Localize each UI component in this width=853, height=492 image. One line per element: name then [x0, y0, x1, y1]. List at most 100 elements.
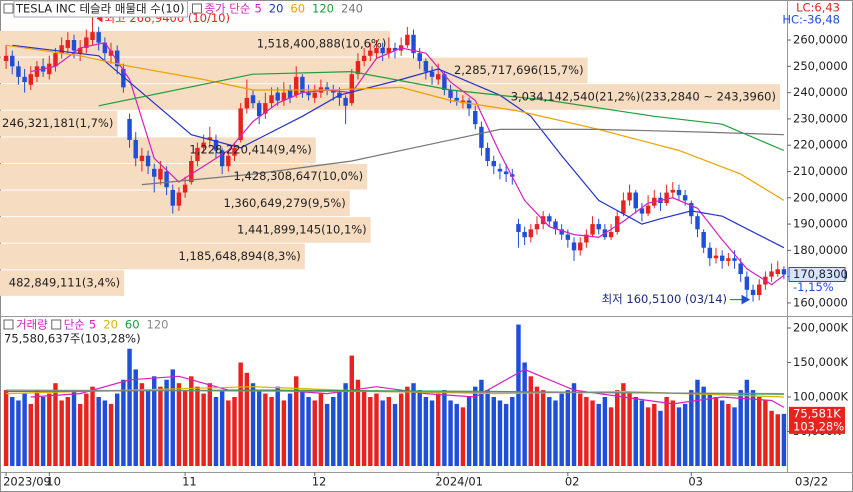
x-tick-label: 02 — [565, 475, 580, 489]
volume-bar — [213, 397, 219, 466]
candle-body — [250, 95, 256, 104]
candle-body — [139, 155, 145, 161]
x-tick-label: 10 — [46, 475, 61, 489]
volume-bar — [84, 393, 89, 466]
volume-bar — [652, 403, 657, 466]
candle-body — [497, 168, 503, 172]
candle-body — [744, 276, 750, 290]
volume-bar — [343, 383, 348, 466]
hc-label: HC:-36,48 — [782, 13, 840, 27]
volume-bar — [547, 397, 552, 466]
volume-bar — [189, 376, 194, 466]
volume-bar — [59, 400, 64, 466]
volume-bar — [454, 403, 459, 466]
last-volume-label: 75,581K — [793, 406, 841, 420]
volume-bar — [423, 397, 429, 466]
candle-body — [263, 103, 268, 114]
candle-body — [195, 147, 200, 161]
moving-average-line — [30, 42, 785, 286]
volume-bar — [516, 324, 521, 466]
candle-body — [84, 37, 89, 48]
volume-bar — [590, 400, 595, 466]
moving-average-line — [6, 44, 785, 201]
candle-body — [47, 63, 52, 75]
candle-body — [534, 224, 540, 230]
volume-bar — [77, 403, 83, 466]
candle-body — [553, 221, 558, 230]
candle-body — [417, 53, 422, 62]
volume-bar — [195, 386, 200, 466]
volume-bar — [374, 393, 379, 466]
y-tick-label: 260,0000 — [793, 33, 848, 47]
candle-body — [726, 258, 731, 261]
legend-icon — [3, 319, 14, 330]
volume-bar — [287, 393, 293, 466]
candle-body — [448, 89, 453, 98]
candle-body — [405, 34, 410, 46]
candle-body — [145, 155, 151, 167]
candle-body — [454, 97, 459, 101]
candle-body — [368, 50, 373, 56]
candle-body — [355, 61, 361, 75]
y-tick-label: 240,0000 — [793, 85, 848, 99]
candle-body — [102, 42, 108, 54]
candle-body — [608, 231, 614, 238]
y2-tick-label: 200,000K — [793, 321, 849, 335]
volume-bar — [503, 403, 509, 466]
volume-bar — [658, 410, 663, 466]
moving-average-line — [141, 128, 784, 186]
candle-body — [152, 168, 157, 177]
candle-body — [522, 231, 527, 238]
volume-bar — [256, 390, 262, 466]
volume-bar — [331, 397, 336, 466]
volume-profile-label: 482,849,111(3,4%) — [9, 276, 120, 290]
volume-profile-band — [0, 270, 125, 296]
volume-profile-band — [0, 243, 305, 270]
volume-bar — [522, 362, 527, 466]
volume-bar — [738, 390, 743, 466]
legend-icon — [3, 3, 14, 14]
candle-body — [485, 147, 490, 161]
volume-bar — [411, 383, 416, 466]
x-tick-label: 11 — [182, 475, 197, 489]
volume-profile-label: 246,321,181(1,7%) — [2, 116, 113, 130]
volume-profile-label: 1,441,899,145(10,1%) — [237, 222, 367, 236]
volume-bar — [713, 397, 719, 466]
legend-ma-label: 종가 단순 — [204, 2, 250, 16]
last-volume-box — [789, 406, 845, 434]
volume-bar — [460, 407, 466, 466]
candle-body — [158, 168, 163, 180]
legend-entry: 5 — [89, 318, 96, 332]
candle-body — [503, 171, 509, 175]
volume-bar — [682, 403, 688, 466]
volume-bar — [719, 400, 725, 466]
candle-body — [281, 92, 287, 101]
volume-bar — [182, 390, 188, 466]
volume-bar — [324, 403, 330, 466]
y-tick-label: 180,0000 — [793, 243, 848, 257]
y-tick-label: 220,0000 — [793, 138, 848, 152]
candle-body — [176, 192, 182, 206]
volume-bar — [510, 397, 515, 466]
candle-body — [16, 66, 21, 77]
volume-bar — [707, 393, 713, 466]
volume-bar — [417, 390, 422, 466]
volume-bar — [232, 397, 237, 466]
volume-bar — [639, 400, 645, 466]
volume-profile-label-bg — [0, 110, 118, 137]
volume-bar — [263, 393, 268, 466]
candle-body — [232, 147, 237, 156]
volume-profile-band — [0, 31, 391, 57]
candle-body — [121, 68, 126, 88]
candle-body — [411, 34, 416, 54]
volume-bar — [435, 393, 441, 466]
candle-body — [256, 103, 262, 117]
volume-bar — [281, 400, 287, 466]
candle-body — [71, 40, 77, 51]
volume-bar — [53, 383, 58, 466]
volume-bar — [664, 397, 669, 466]
candle-body — [108, 50, 114, 56]
volume-bar — [695, 379, 700, 466]
volume-bar — [553, 400, 558, 466]
